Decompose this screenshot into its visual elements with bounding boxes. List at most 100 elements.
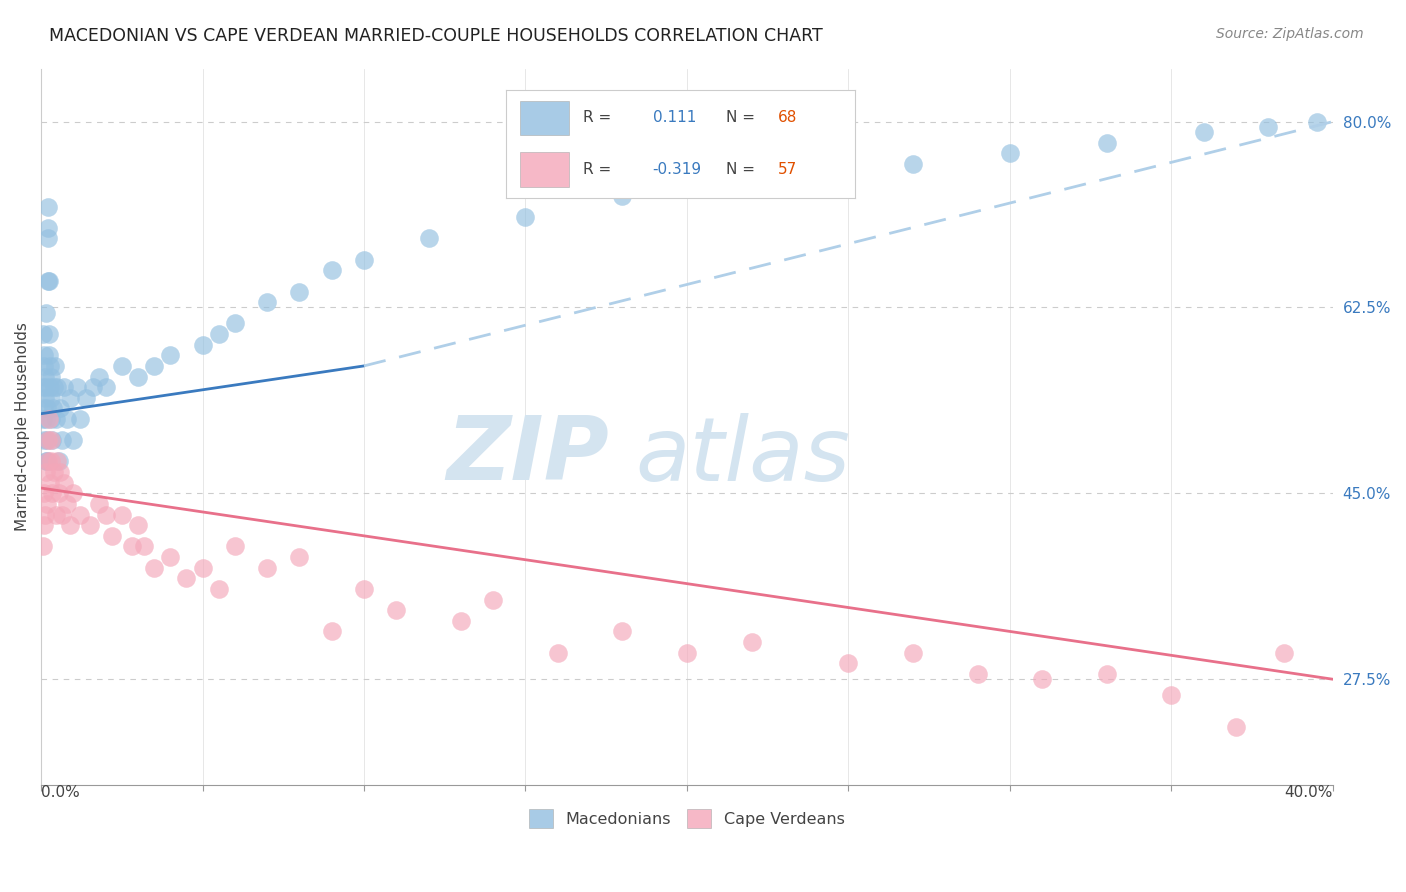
Point	[288, 550, 311, 565]
Point	[59, 518, 82, 533]
Point	[56, 497, 79, 511]
Point	[1031, 672, 1053, 686]
Point	[62, 434, 84, 448]
Point	[191, 560, 214, 574]
Point	[34, 434, 56, 448]
Point	[48, 486, 70, 500]
Point	[38, 412, 60, 426]
Point	[353, 582, 375, 596]
Point	[741, 635, 763, 649]
Point	[1272, 646, 1295, 660]
Point	[45, 508, 67, 522]
Point	[191, 337, 214, 351]
Point	[51, 434, 73, 448]
Point	[1225, 720, 1247, 734]
Point	[38, 348, 60, 362]
Point	[353, 252, 375, 267]
Point	[41, 369, 63, 384]
Point	[121, 540, 143, 554]
Point	[612, 189, 634, 203]
Point	[34, 348, 56, 362]
Point	[37, 454, 59, 468]
Text: 40.0%: 40.0%	[1285, 786, 1333, 800]
Point	[39, 391, 62, 405]
Point	[48, 454, 70, 468]
Legend: Macedonians, Cape Verdeans: Macedonians, Cape Verdeans	[523, 803, 851, 835]
Point	[32, 380, 55, 394]
Point	[34, 486, 56, 500]
Point	[32, 326, 55, 341]
Point	[35, 434, 58, 448]
Point	[176, 571, 198, 585]
Point	[79, 518, 101, 533]
Point	[321, 263, 343, 277]
Point	[482, 592, 505, 607]
Point	[35, 412, 58, 426]
Point	[89, 497, 111, 511]
Point	[612, 624, 634, 639]
Point	[42, 401, 65, 416]
Point	[31, 412, 53, 426]
Point	[42, 465, 65, 479]
Point	[1257, 120, 1279, 134]
Text: MACEDONIAN VS CAPE VERDEAN MARRIED-COUPLE HOUSEHOLDS CORRELATION CHART: MACEDONIAN VS CAPE VERDEAN MARRIED-COUPL…	[49, 27, 823, 45]
Point	[75, 391, 97, 405]
Point	[94, 380, 117, 394]
Point	[34, 306, 56, 320]
Point	[101, 529, 124, 543]
Point	[418, 231, 440, 245]
Point	[741, 168, 763, 182]
Point	[676, 646, 699, 660]
Point	[52, 475, 75, 490]
Point	[547, 646, 569, 660]
Point	[143, 359, 166, 373]
Point	[38, 380, 60, 394]
Text: atlas: atlas	[636, 413, 851, 499]
Point	[901, 646, 924, 660]
Point	[34, 454, 56, 468]
Point	[32, 401, 55, 416]
Point	[901, 157, 924, 171]
Point	[37, 401, 59, 416]
Point	[41, 454, 63, 468]
Point	[111, 359, 134, 373]
Point	[49, 465, 72, 479]
Point	[35, 497, 58, 511]
Point	[31, 540, 53, 554]
Point	[89, 369, 111, 384]
Point	[39, 475, 62, 490]
Point	[69, 412, 91, 426]
Point	[1160, 688, 1182, 702]
Point	[134, 540, 156, 554]
Point	[837, 657, 859, 671]
Point	[39, 412, 62, 426]
Point	[256, 295, 278, 310]
Point	[111, 508, 134, 522]
Point	[127, 369, 149, 384]
Text: Source: ZipAtlas.com: Source: ZipAtlas.com	[1216, 27, 1364, 41]
Point	[42, 380, 65, 394]
Point	[34, 508, 56, 522]
Point	[82, 380, 104, 394]
Point	[159, 550, 181, 565]
Point	[62, 486, 84, 500]
Point	[51, 508, 73, 522]
Point	[56, 412, 79, 426]
Point	[38, 274, 60, 288]
Point	[38, 326, 60, 341]
Point	[208, 582, 231, 596]
Point	[385, 603, 408, 617]
Point	[1192, 125, 1215, 139]
Point	[37, 231, 59, 245]
Point	[288, 285, 311, 299]
Point	[998, 146, 1021, 161]
Text: 0.0%: 0.0%	[41, 786, 80, 800]
Point	[35, 380, 58, 394]
Point	[37, 274, 59, 288]
Point	[966, 667, 988, 681]
Point	[45, 412, 67, 426]
Point	[32, 359, 55, 373]
Point	[69, 508, 91, 522]
Point	[1095, 136, 1118, 150]
Point	[66, 380, 89, 394]
